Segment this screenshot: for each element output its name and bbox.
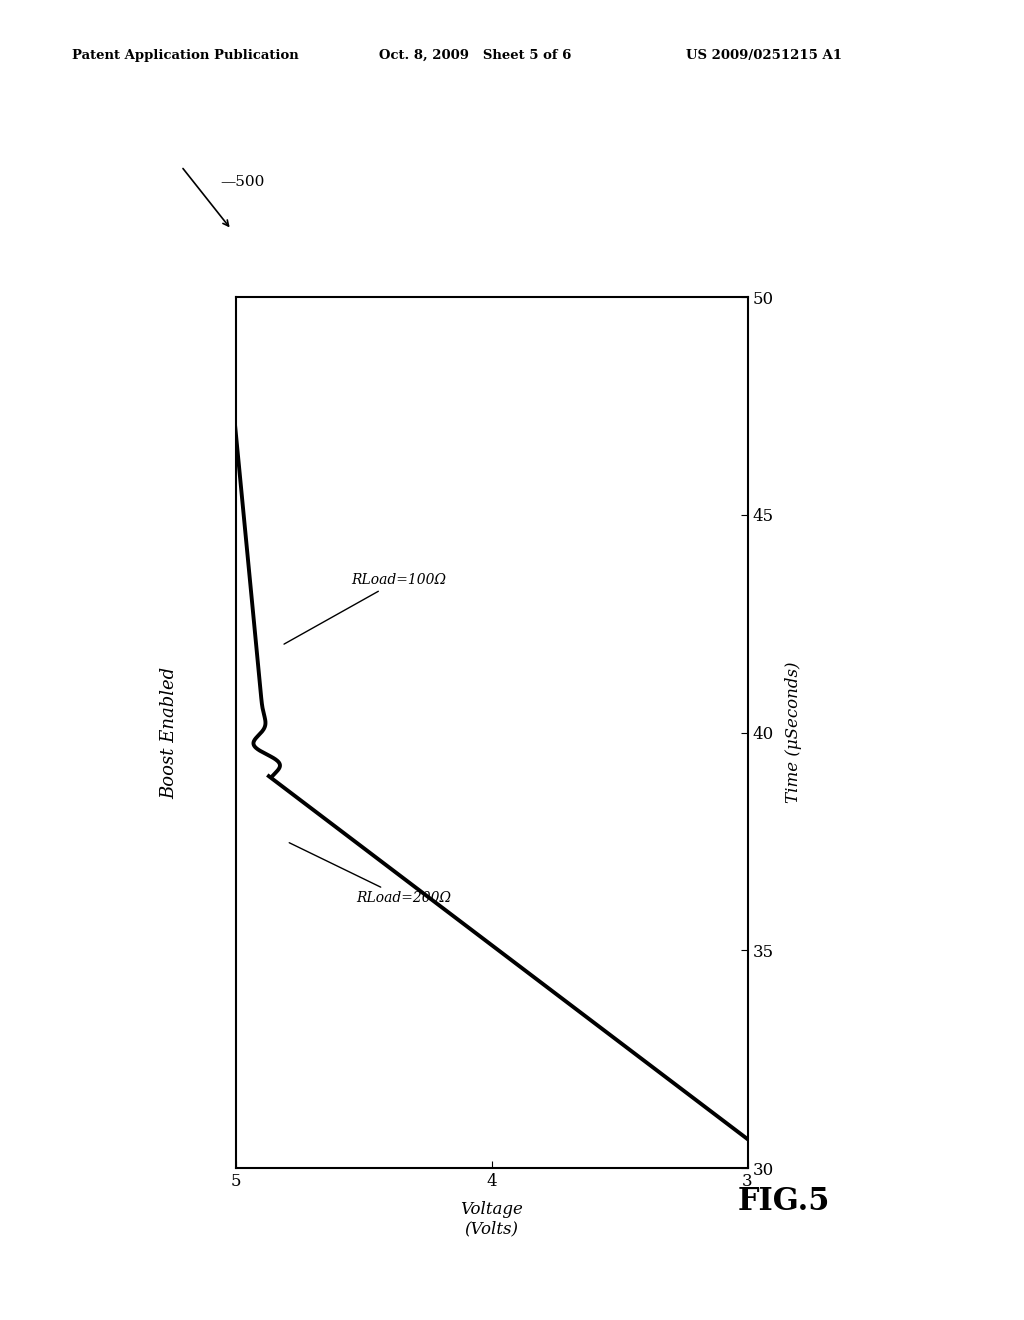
X-axis label: Voltage
(Volts): Voltage (Volts) [460, 1201, 523, 1238]
Text: RLoad=100Ω: RLoad=100Ω [284, 573, 445, 644]
Text: RLoad=200Ω: RLoad=200Ω [289, 842, 451, 906]
Text: Patent Application Publication: Patent Application Publication [72, 49, 298, 62]
Text: Oct. 8, 2009   Sheet 5 of 6: Oct. 8, 2009 Sheet 5 of 6 [379, 49, 571, 62]
Text: Boost Enabled: Boost Enabled [160, 667, 178, 799]
Text: —500: —500 [220, 176, 264, 189]
Text: FIG.5: FIG.5 [737, 1185, 829, 1217]
Y-axis label: Time (μSeconds): Time (μSeconds) [784, 661, 802, 804]
Text: US 2009/0251215 A1: US 2009/0251215 A1 [686, 49, 842, 62]
